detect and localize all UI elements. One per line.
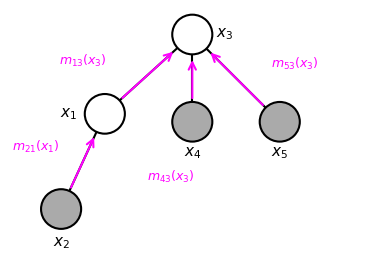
Ellipse shape bbox=[172, 102, 212, 141]
Ellipse shape bbox=[260, 102, 300, 141]
Text: $x_3$: $x_3$ bbox=[216, 27, 234, 42]
Ellipse shape bbox=[172, 15, 212, 54]
Text: $x_5$: $x_5$ bbox=[271, 146, 288, 161]
Text: $m_{53}(x_3)$: $m_{53}(x_3)$ bbox=[270, 56, 318, 72]
Text: $m_{43}(x_3)$: $m_{43}(x_3)$ bbox=[147, 169, 194, 185]
Ellipse shape bbox=[41, 189, 81, 229]
Text: $x_4$: $x_4$ bbox=[184, 146, 201, 161]
Text: $x_1$: $x_1$ bbox=[60, 106, 77, 122]
Text: $m_{21}(x_1)$: $m_{21}(x_1)$ bbox=[12, 139, 60, 155]
Text: $m_{13}(x_3)$: $m_{13}(x_3)$ bbox=[59, 53, 107, 69]
Ellipse shape bbox=[85, 94, 125, 134]
Text: $x_2$: $x_2$ bbox=[53, 235, 70, 251]
